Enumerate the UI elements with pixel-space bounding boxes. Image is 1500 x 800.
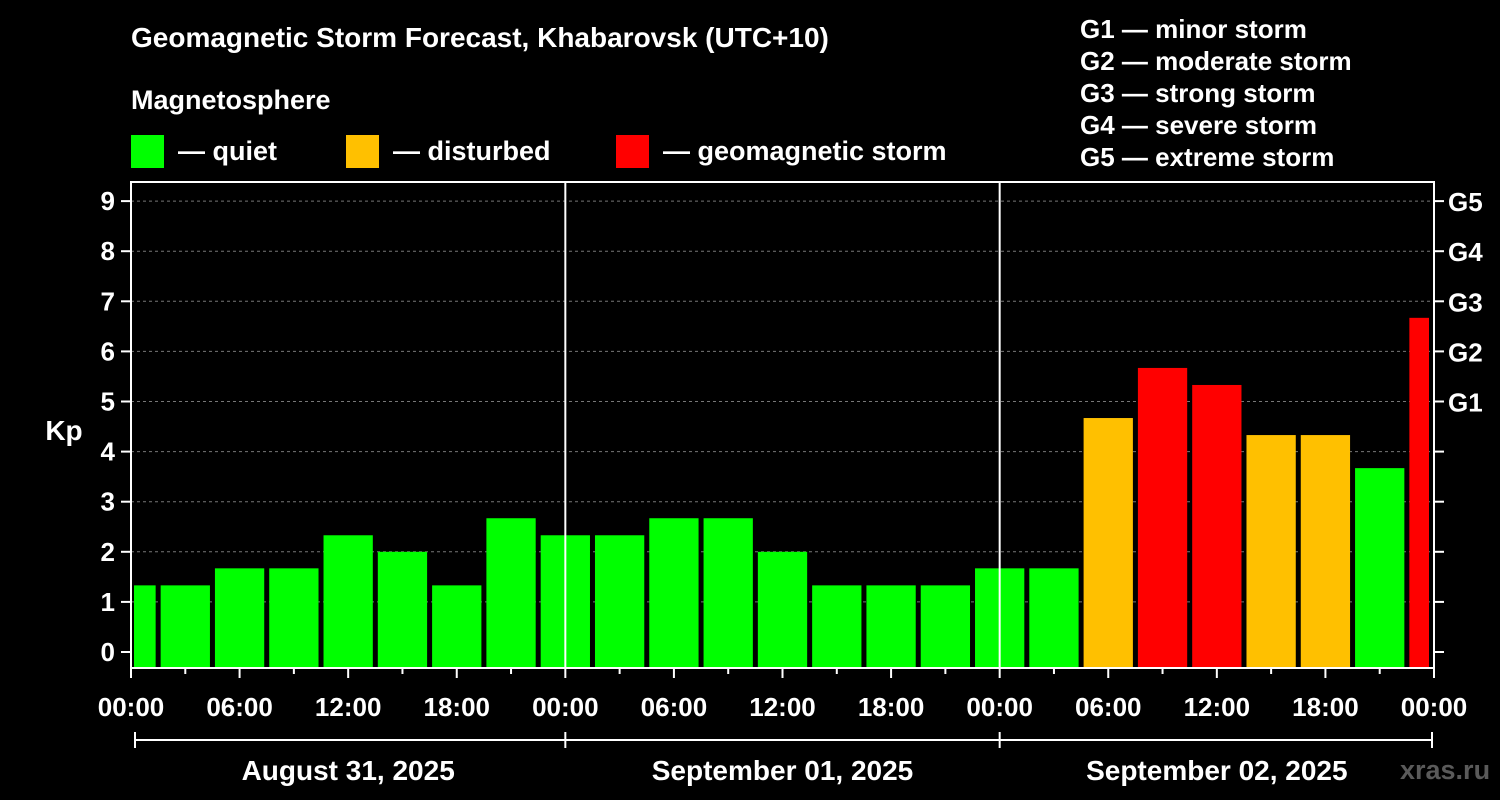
storm-level-legend: G1 — minor storm G2 — moderate storm G3 … xyxy=(1080,13,1352,173)
x-tick-label-6: 12:00 xyxy=(749,692,816,722)
y-tick-label-9: 9 xyxy=(101,186,115,216)
y-tick-label-1: 1 xyxy=(101,587,115,617)
x-tick-label-3: 18:00 xyxy=(424,692,491,722)
x-tick-label-9: 06:00 xyxy=(1075,692,1142,722)
x-tick-label-8: 00:00 xyxy=(966,692,1033,722)
bar-23 xyxy=(1355,468,1405,668)
bar-0 xyxy=(134,585,156,668)
bar-4 xyxy=(323,535,373,668)
right-tick-label-g3: G3 xyxy=(1448,287,1483,317)
legend-swatch-storm xyxy=(616,134,649,168)
legend-swatch-quiet xyxy=(131,134,164,168)
x-tick-label-5: 06:00 xyxy=(641,692,708,722)
legend-swatch-disturbed xyxy=(346,134,379,168)
bar-20 xyxy=(1192,384,1242,668)
legend-label-quiet: — quiet xyxy=(178,135,277,166)
chart-title: Geomagnetic Storm Forecast, Khabarovsk (… xyxy=(131,22,829,53)
bar-9 xyxy=(594,535,645,668)
x-tick-label-7: 18:00 xyxy=(858,692,925,722)
axes: 0 1 2 3 4 5 6 7 8 9 G1 G2 G3 G4 G5 00:00 06:00 12:00 18:00… xyxy=(98,186,1483,786)
legend-heading: Magnetosphere xyxy=(131,85,331,115)
y-tick-label-2: 2 xyxy=(101,537,115,567)
bar-7 xyxy=(486,518,536,668)
bar-14 xyxy=(866,585,916,668)
legend-item-disturbed: — disturbed xyxy=(346,134,551,168)
right-tick-label-g5: G5 xyxy=(1448,187,1483,217)
storm-level-g4: G4 — severe storm xyxy=(1080,110,1318,140)
x-tick-label-11: 18:00 xyxy=(1292,692,1359,722)
y-tick-label-3: 3 xyxy=(101,487,115,517)
watermark: xras.ru xyxy=(1400,755,1491,785)
y-tick-label-6: 6 xyxy=(101,336,115,366)
x-tick-label-2: 12:00 xyxy=(315,692,382,722)
bar-22 xyxy=(1300,435,1351,668)
bar-21 xyxy=(1246,435,1296,668)
y-tick-label-0: 0 xyxy=(101,637,115,667)
bar-3 xyxy=(269,568,319,668)
y-tick-label-8: 8 xyxy=(101,236,115,266)
legend-label-storm: — geomagnetic storm xyxy=(663,135,947,166)
bar-12 xyxy=(757,551,808,668)
storm-level-g1: G1 — minor storm xyxy=(1080,14,1307,44)
legend-item-storm: — geomagnetic storm xyxy=(616,134,947,168)
bars xyxy=(134,317,1429,668)
x-tick-label-10: 12:00 xyxy=(1184,692,1251,722)
bar-17 xyxy=(1029,568,1079,668)
bar-19 xyxy=(1137,367,1188,668)
day-label-1: September 01, 2025 xyxy=(652,755,914,786)
x-tick-label-4: 00:00 xyxy=(532,692,599,722)
bar-2 xyxy=(214,568,265,668)
legend-label-disturbed: — disturbed xyxy=(393,135,551,166)
x-tick-label-1: 06:00 xyxy=(206,692,273,722)
storm-level-g3: G3 — strong storm xyxy=(1080,78,1316,108)
x-tick-label-0: 00:00 xyxy=(98,692,165,722)
right-tick-label-g2: G2 xyxy=(1448,337,1483,367)
legend-item-quiet: — quiet xyxy=(131,134,277,168)
y-tick-label-5: 5 xyxy=(101,387,115,417)
y-axis-label: Kp xyxy=(45,415,82,446)
y-tick-label-7: 7 xyxy=(101,286,115,316)
storm-level-g2: G2 — moderate storm xyxy=(1080,46,1352,76)
right-tick-label-g1: G1 xyxy=(1448,388,1483,418)
bar-18 xyxy=(1083,418,1133,668)
right-tick-label-g4: G4 xyxy=(1448,237,1483,267)
bar-10 xyxy=(649,518,699,668)
bar-13 xyxy=(812,585,862,668)
day-label-0: August 31, 2025 xyxy=(242,755,455,786)
bar-5 xyxy=(377,551,428,668)
bar-1 xyxy=(160,585,210,668)
day-label-2: September 02, 2025 xyxy=(1086,755,1348,786)
storm-level-g5: G5 — extreme storm xyxy=(1080,142,1335,172)
y-tick-label-4: 4 xyxy=(101,437,116,467)
x-tick-label-12: 00:00 xyxy=(1401,692,1468,722)
bar-15 xyxy=(920,585,971,668)
bar-11 xyxy=(703,518,753,668)
bar-24 xyxy=(1409,317,1429,668)
bar-6 xyxy=(432,585,482,668)
